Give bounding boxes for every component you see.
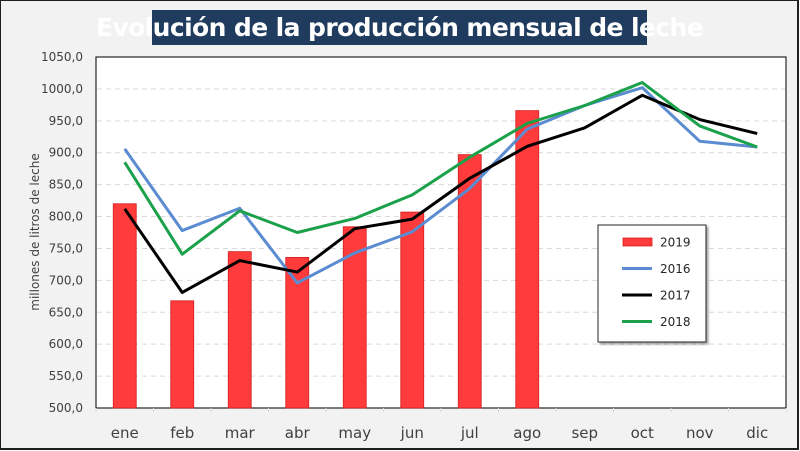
- y-tick-label: 950,0: [49, 114, 83, 128]
- x-tick-label: jul: [460, 424, 479, 442]
- y-tick-label: 1000,0: [41, 82, 83, 96]
- gridlines: [97, 88, 785, 377]
- x-tick-label: dic: [746, 424, 768, 442]
- y-axis-ticks: 500,0 550,0 600,0 650,0 700,0 750,0 800,0 850,0…: [41, 50, 83, 415]
- legend-label-2019: 2019: [660, 236, 691, 250]
- legend-label-2017: 2017: [660, 289, 691, 303]
- y-tick-label: 850,0: [49, 178, 83, 192]
- x-tick-label: may: [338, 424, 371, 442]
- bar-2019-jul: [457, 154, 482, 409]
- line-2018: [123, 81, 758, 256]
- x-tick-label: abr: [285, 424, 311, 442]
- line-series: [123, 81, 758, 294]
- y-tick-label: 800,0: [49, 210, 83, 224]
- bars-2019: [112, 110, 540, 409]
- legend-label-2018: 2018: [660, 315, 691, 329]
- y-tick-label: 750,0: [49, 241, 83, 255]
- legend: 2019 2016 2017 2018: [597, 224, 707, 343]
- bar-2019-abr: [285, 256, 310, 409]
- x-tick-label: nov: [686, 424, 714, 442]
- x-tick-label: feb: [170, 424, 194, 442]
- y-tick-label: 500,0: [49, 401, 83, 415]
- legend-swatch-2019: [622, 237, 653, 247]
- bar-2019-feb: [170, 300, 195, 409]
- bar-2019-ago: [515, 110, 540, 409]
- x-tick-label: jun: [400, 424, 424, 442]
- x-tick-label: sep: [571, 424, 598, 442]
- legend-label-2016: 2016: [660, 262, 691, 276]
- y-tick-label: 700,0: [49, 273, 83, 287]
- bar-2019-may: [342, 226, 367, 409]
- x-axis-ticks: ene feb mar abr may jun jul ago sep oct nov dic: [95, 408, 787, 442]
- y-tick-label: 550,0: [49, 369, 83, 383]
- line-2016: [123, 86, 758, 285]
- bar-2019-ene: [112, 203, 137, 409]
- chart-title: Evolución de la producción mensual de le…: [96, 10, 704, 45]
- x-tick-label: ago: [513, 424, 541, 442]
- y-tick-label: 650,0: [49, 305, 83, 319]
- y-tick-label: 1050,0: [41, 50, 83, 64]
- x-tick-label: oct: [631, 424, 654, 442]
- bar-2019-mar: [227, 251, 252, 409]
- y-axis-label: millones de litros de leche: [28, 153, 42, 310]
- y-tick-label: 900,0: [49, 146, 83, 160]
- x-tick-label: ene: [111, 424, 139, 442]
- y-tick-label: 600,0: [49, 337, 83, 351]
- bar-2019-jun: [400, 211, 425, 409]
- x-tick-label: mar: [225, 424, 256, 442]
- line-2017: [123, 93, 758, 294]
